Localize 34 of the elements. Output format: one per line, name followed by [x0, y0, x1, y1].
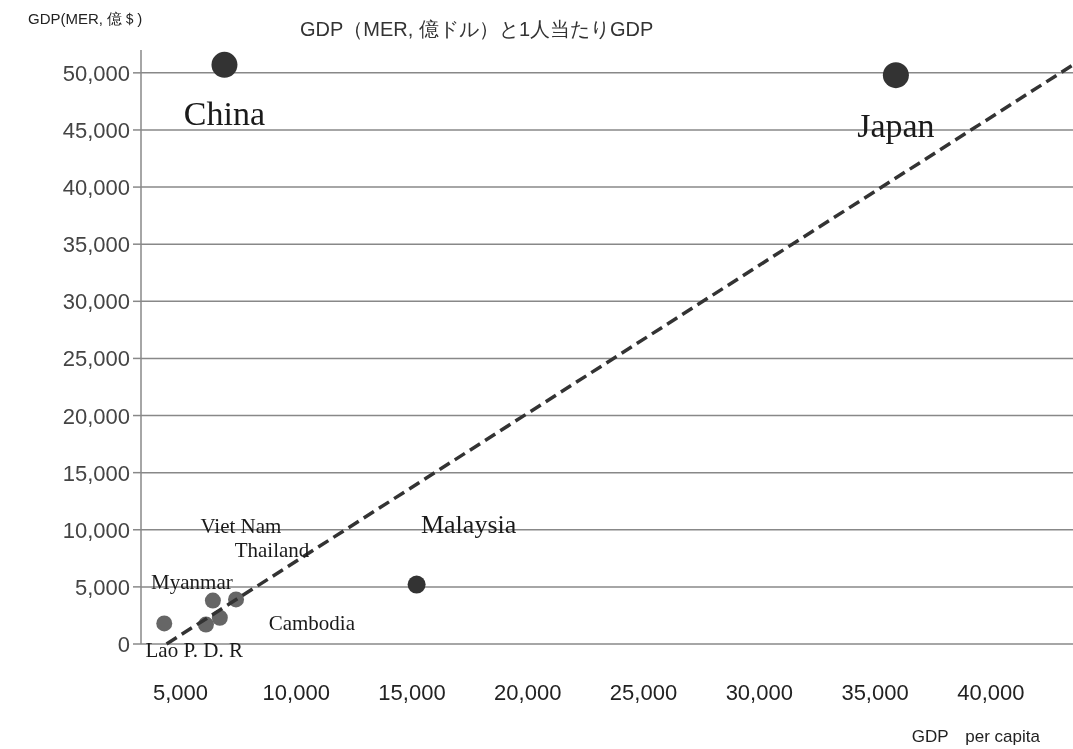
x-tick-label: 10,000 — [262, 680, 330, 705]
x-axis-title: GDP per capita — [911, 727, 1041, 746]
y-tick-label: 30,000 — [62, 289, 130, 315]
point — [156, 615, 173, 632]
annotation: Cambodia — [268, 610, 356, 635]
annotation: Japan — [857, 106, 935, 144]
y-tick-label: 45,000 — [62, 117, 130, 143]
annotation: China — [183, 94, 266, 132]
point — [407, 575, 426, 594]
annotation: Myanmar — [151, 570, 233, 595]
y-tick-label: 25,000 — [62, 346, 130, 372]
x-tick-label: 20,000 — [494, 680, 562, 705]
point — [211, 51, 238, 78]
x-tick-label: 15,000 — [378, 680, 446, 705]
y-axis-title: GDP(MER, 億＄) — [28, 10, 143, 27]
y-tick-label: 50,000 — [62, 60, 130, 86]
chart-title: GDP（MER, 億ドル）と1人当たりGDP — [300, 18, 654, 40]
x-tick-label: 40,000 — [957, 680, 1025, 705]
y-tick-label: 15,000 — [62, 460, 130, 486]
y-tick-label: 5,000 — [74, 574, 130, 600]
y-tick-label: 40,000 — [62, 175, 130, 201]
y-tick-label: 35,000 — [62, 232, 130, 258]
point — [882, 62, 909, 89]
y-tick-label: 0 — [117, 632, 130, 657]
x-tick-label: 30,000 — [725, 680, 793, 705]
y-tick-label: 10,000 — [62, 517, 130, 543]
annotation: Malaysia — [420, 509, 517, 539]
x-tick-label: 5,000 — [152, 680, 208, 705]
annotation: Lao P. D. R — [145, 638, 243, 663]
x-tick-label: 35,000 — [841, 680, 909, 705]
annotation: Viet Nam — [200, 514, 282, 539]
y-tick-label: 20,000 — [62, 403, 130, 429]
x-tick-label: 25,000 — [609, 680, 678, 705]
annotation: Thailand — [234, 538, 310, 563]
